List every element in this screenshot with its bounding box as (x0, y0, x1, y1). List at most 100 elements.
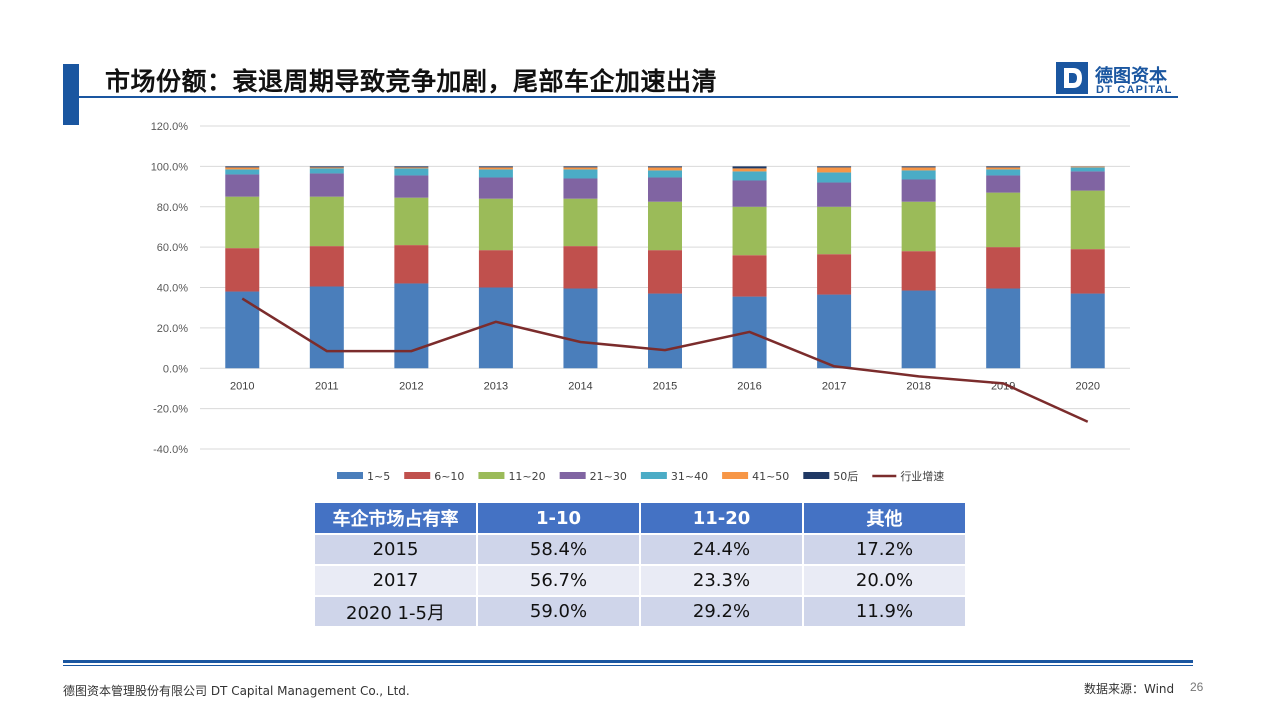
table-header-row: 车企市场占有率 1-10 11-20 其他 (315, 503, 965, 533)
legend-marker (478, 472, 505, 479)
x-tick-label: 2020 (1075, 380, 1099, 392)
y-tick-label: 0.0% (163, 363, 188, 375)
bar-segment (225, 169, 260, 175)
bar-segment (732, 168, 767, 172)
legend-label: 1~5 (367, 470, 390, 483)
bar-segment (732, 206, 767, 256)
y-tick-label: 20.0% (157, 323, 188, 335)
title-accent-bar (63, 64, 79, 125)
bar-segment (309, 286, 344, 369)
bar-segment (1070, 166, 1105, 168)
legend-label: 21~30 (590, 470, 627, 483)
bar-segment (732, 171, 767, 181)
bar-segment (563, 167, 598, 170)
legend-marker (803, 472, 830, 479)
y-tick-label: -40.0% (153, 444, 188, 456)
bar-segment (225, 167, 260, 170)
table-header-cell: 其他 (804, 503, 965, 533)
bar-segment (309, 168, 344, 174)
logo-chinese-name: 德图资本 (1095, 66, 1167, 87)
bar-segment (394, 197, 429, 246)
legend-marker (722, 472, 749, 479)
bar-segment (309, 246, 344, 287)
bar-segment (309, 167, 344, 169)
bar-segment (986, 288, 1021, 369)
y-tick-label: 60.0% (157, 242, 188, 254)
bar-segment (478, 250, 513, 288)
bar-segment (563, 166, 598, 168)
bar-segment (986, 169, 1021, 176)
table-cell: 17.2% (804, 535, 965, 564)
legend-label: 31~40 (671, 470, 708, 483)
bar-segment (648, 250, 682, 294)
x-tick-label: 2011 (315, 380, 339, 392)
legend-label: 11~20 (508, 470, 545, 483)
legend-label: 50后 (833, 470, 858, 483)
bar-segment (225, 166, 260, 168)
bar-segment (1070, 167, 1105, 172)
table-row: 2020 1-5月 59.0% 29.2% 11.9% (315, 597, 965, 626)
bar-segment (478, 287, 513, 369)
bar-segment (563, 246, 598, 289)
bar-segment (986, 192, 1021, 248)
bar-segment (732, 180, 767, 207)
y-tick-label: 100.0% (151, 161, 189, 173)
y-tick-label: 120.0% (151, 121, 189, 133)
bar-segment (648, 201, 682, 251)
bar-segment (648, 167, 682, 171)
table-header-cell: 车企市场占有率 (315, 503, 476, 533)
table-cell: 29.2% (641, 597, 802, 626)
logo-english-name: DT CAPITAL (1096, 84, 1173, 96)
bar-segment (648, 293, 682, 369)
bar-segment (1070, 171, 1105, 191)
bar-segment (817, 172, 852, 183)
legend-label: 行业增速 (900, 469, 944, 483)
legend-label: 41~50 (752, 470, 789, 483)
bar-segment (817, 294, 852, 369)
table-cell: 58.4% (478, 535, 639, 564)
x-tick-label: 2010 (230, 380, 254, 392)
bar-segment (732, 166, 767, 169)
slide-title: 市场份额：衰退周期导致竞争加剧，尾部车企加速出清 (105, 67, 718, 96)
bar-segment (986, 167, 1021, 170)
x-tick-label: 2014 (568, 380, 592, 392)
bar-segment (901, 166, 936, 168)
bar-segment (732, 255, 767, 297)
bar-segment (478, 198, 513, 251)
market-share-chart: 120.0% 100.0% 80.0% 60.0% 40.0% 20.0% 0.0% -20.… (151, 121, 1130, 483)
footer-source: 数据来源：Wind (1084, 682, 1175, 696)
bar-segment (478, 166, 513, 168)
x-tick-label: 2015 (653, 380, 677, 392)
bar-segment (817, 166, 852, 168)
table-cell: 2017 (315, 566, 476, 595)
bar-segment (901, 290, 936, 369)
bar-segment (394, 168, 429, 176)
table-cell: 56.7% (478, 566, 639, 595)
growth-line (241, 297, 1089, 423)
bar-segment (817, 182, 852, 207)
bar-segment (563, 288, 598, 369)
bar-segment (225, 248, 260, 292)
bar-segment (394, 166, 429, 168)
table-row: 2017 56.7% 23.3% 20.0% (315, 566, 965, 595)
bar-segment (563, 198, 598, 247)
bar-segment (648, 170, 682, 178)
footer-divider-thin (63, 665, 1193, 666)
y-tick-label: 80.0% (157, 202, 188, 214)
bar-segment (309, 166, 344, 168)
company-logo: 德图资本 DT CAPITAL (1056, 62, 1186, 96)
dt-logo-icon (1056, 62, 1088, 94)
legend-marker (337, 472, 363, 479)
table-cell: 20.0% (804, 566, 965, 595)
bar-segment (901, 170, 936, 180)
footer-divider (63, 660, 1193, 663)
bar-segment (1070, 293, 1105, 369)
bar-segment (478, 167, 513, 170)
x-tick-label: 2013 (484, 380, 508, 392)
bar-segment (394, 175, 429, 198)
bar-segment (901, 201, 936, 252)
bar-segment (478, 177, 513, 199)
bar-segment (901, 167, 936, 171)
bar-segment (563, 178, 598, 199)
y-tick-label: -20.0% (153, 404, 188, 416)
